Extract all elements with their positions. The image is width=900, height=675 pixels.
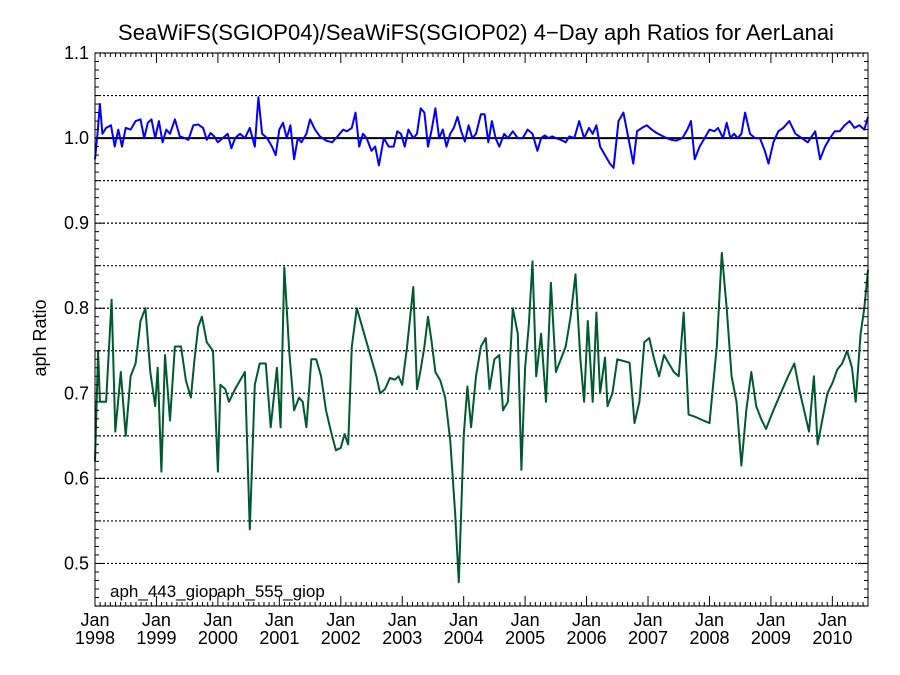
series-line-aph-555-giop [94, 251, 869, 584]
y-tick-label: 1.0 [64, 128, 89, 148]
legend: aph_443_giop aph_555_giop [110, 582, 325, 601]
x-tick-label-month: Jan [695, 610, 724, 630]
x-tick-label-year: 2008 [689, 628, 729, 648]
y-tick-label: 0.8 [64, 298, 89, 318]
plot-frame [94, 52, 869, 607]
x-tick-label-month: Jan [818, 610, 847, 630]
x-tick-label-month: Jan [756, 610, 785, 630]
x-tick-label-year: 1998 [75, 628, 115, 648]
x-tick-label-year: 2010 [812, 628, 852, 648]
y-tick-label: 0.5 [64, 553, 89, 573]
series-line-aph-443-giop [94, 96, 869, 169]
x-tick-label-year: 2006 [567, 628, 607, 648]
x-tick-label-year: 2007 [628, 628, 668, 648]
x-tick-label-year: 2001 [259, 628, 299, 648]
x-tick-label-month: Jan [388, 610, 417, 630]
legend-entry-aph-443-giop: aph_443_giop [110, 582, 218, 601]
x-tick-label-month: Jan [326, 610, 355, 630]
x-tick-label-month: Jan [634, 610, 663, 630]
y-axis-label: aph Ratio [30, 299, 50, 376]
x-tick-label-year: 2003 [382, 628, 422, 648]
legend-entry-aph-555-giop: aph_555_giop [217, 582, 325, 601]
x-tick-label-year: 2005 [505, 628, 545, 648]
x-tick-label-month: Jan [511, 610, 540, 630]
y-tick-label: 1.1 [64, 43, 89, 63]
chart-title: SeaWiFS(SGIOP04)/SeaWiFS(SGIOP02) 4−Day … [118, 20, 834, 45]
x-tick-label-month: Jan [572, 610, 601, 630]
axes: 0.50.60.70.80.91.01.1Jan1998Jan1999Jan20… [64, 43, 869, 648]
y-tick-label: 0.9 [64, 213, 89, 233]
x-tick-label-month: Jan [80, 610, 109, 630]
x-tick-label-year: 2000 [198, 628, 238, 648]
plot-series [94, 96, 869, 584]
x-tick-label-month: Jan [265, 610, 294, 630]
y-tick-label: 0.7 [64, 383, 89, 403]
x-tick-label-year: 2004 [444, 628, 484, 648]
x-tick-label-year: 2009 [751, 628, 791, 648]
x-tick-label-month: Jan [203, 610, 232, 630]
x-tick-label-year: 1999 [136, 628, 176, 648]
y-tick-label: 0.6 [64, 468, 89, 488]
x-tick-label-year: 2002 [321, 628, 361, 648]
x-tick-label-month: Jan [142, 610, 171, 630]
x-tick-label-month: Jan [449, 610, 478, 630]
